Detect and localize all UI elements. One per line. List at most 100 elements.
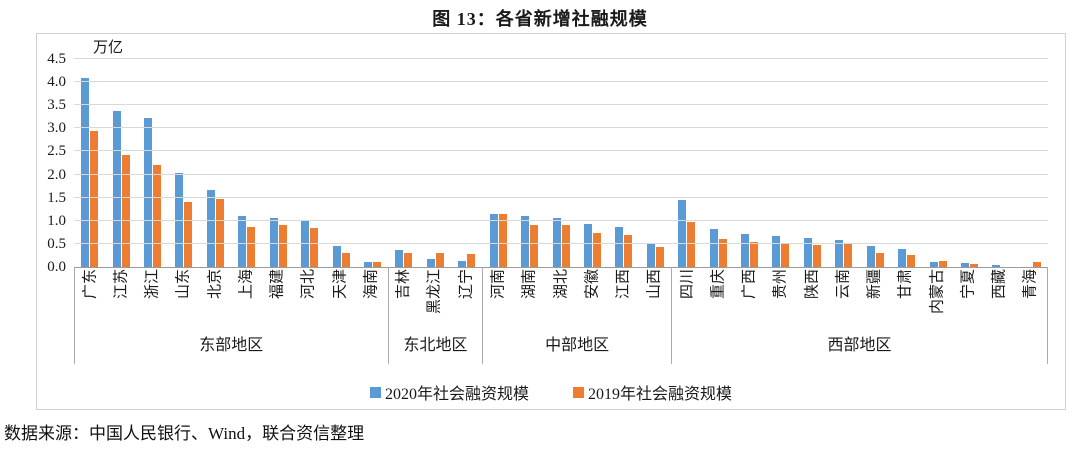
province-label-贵州: 贵州 <box>772 269 789 300</box>
bar <box>184 202 193 267</box>
category-bars-西藏 <box>985 59 1016 267</box>
bar <box>624 234 633 267</box>
y-tick-label: 0.5 <box>47 235 66 252</box>
province-label-甘肃: 甘肃 <box>897 269 914 300</box>
category-bars-河北 <box>294 59 325 267</box>
province-label-广东: 广东 <box>82 269 99 300</box>
category-bars-重庆 <box>702 59 733 267</box>
bar <box>373 261 381 267</box>
category-bars-山西 <box>640 59 671 267</box>
province-label-福建: 福建 <box>269 269 286 300</box>
y-axis-unit-label: 万亿 <box>93 40 124 56</box>
province-label-浙江: 浙江 <box>144 269 161 300</box>
bar <box>561 225 570 267</box>
province-label-北京: 北京 <box>207 269 224 300</box>
y-tick-label: 0.0 <box>47 259 66 275</box>
bar <box>426 258 435 267</box>
region-label: 东北地区 <box>403 337 468 354</box>
bar <box>803 237 812 267</box>
gridline <box>74 196 1048 198</box>
province-label-天津: 天津 <box>332 269 349 300</box>
category-bars-安徽 <box>577 59 608 267</box>
province-label-内蒙古: 内蒙古 <box>929 269 946 315</box>
province-label-四川: 四川 <box>679 269 696 300</box>
bar <box>781 243 790 267</box>
y-tick-label: 4.0 <box>47 74 66 91</box>
bar <box>961 262 970 267</box>
category-bars-海南 <box>357 59 388 267</box>
gridline <box>74 127 1048 129</box>
category-bars-湖北 <box>545 59 576 267</box>
bar <box>238 216 247 267</box>
bar <box>112 110 121 267</box>
category-axis: 广东 江苏 浙江 山东 北京 上海 福建 河北 天津 海南 东部地区 吉林 黑龙江 辽宁 东北地区 河南 湖南湖… <box>74 267 1048 364</box>
region-label: 西部地区 <box>827 337 892 354</box>
category-bars-内蒙古 <box>922 59 953 267</box>
category-bars-甘肃 <box>891 59 922 267</box>
bar <box>655 246 664 267</box>
bar <box>269 217 278 267</box>
bar <box>332 246 341 267</box>
bar <box>364 261 372 267</box>
chart-title: 图 13：各省新增社融规模 <box>432 9 648 29</box>
bar <box>875 253 884 267</box>
province-label-宁夏: 宁夏 <box>960 269 977 300</box>
category-bars-广西 <box>734 59 765 267</box>
bar <box>772 236 781 267</box>
bar <box>812 245 821 267</box>
category-bars-天津 <box>325 59 356 267</box>
gridline <box>74 242 1048 244</box>
province-label-广西: 广西 <box>741 269 758 300</box>
bar <box>970 263 979 267</box>
province-label-row: 四川 重庆 广西 贵州 陕西 云南 新疆 甘肃 内蒙古 宁夏 西藏 青海 <box>672 267 1047 331</box>
province-label-山西: 山西 <box>646 269 663 300</box>
y-tick-label: 2.5 <box>47 143 66 160</box>
bar <box>592 232 601 267</box>
bar <box>687 221 696 267</box>
category-bars-四川 <box>671 59 702 267</box>
bar <box>247 226 256 267</box>
bar <box>646 243 655 267</box>
bar <box>404 253 413 267</box>
bar <box>741 233 750 267</box>
bar <box>278 224 287 267</box>
gridline <box>74 219 1048 221</box>
bar <box>530 224 539 267</box>
province-label-新疆: 新疆 <box>866 269 883 300</box>
region-label: 中部地区 <box>545 337 610 354</box>
legend-item: 2019年社会融资规模 <box>573 380 732 404</box>
y-tick-label: 3.5 <box>47 97 66 114</box>
bar <box>206 189 215 267</box>
bar <box>1032 261 1041 267</box>
bar <box>81 78 90 267</box>
bar <box>552 218 561 267</box>
bar <box>121 154 130 267</box>
region-group: 四川 重庆 广西 贵州 陕西 云南 新疆 甘肃 内蒙古 宁夏 西藏 青海西部地区 <box>670 267 1048 364</box>
category-bars-贵州 <box>765 59 796 267</box>
bar <box>498 214 507 267</box>
province-label-海南: 海南 <box>363 269 380 300</box>
region-group: 河南 湖南 湖北 安徽 江西 山西 中部地区 <box>482 267 671 364</box>
province-label-江西: 江西 <box>615 269 632 300</box>
category-bars-浙江 <box>137 59 168 267</box>
region-group: 吉林 黑龙江 辽宁 东北地区 <box>387 267 483 364</box>
y-tick-label: 2.0 <box>47 166 66 183</box>
category-bars-江西 <box>608 59 639 267</box>
bar <box>435 252 444 267</box>
province-label-辽宁: 辽宁 <box>458 269 475 300</box>
category-bars-陕西 <box>797 59 828 267</box>
province-label-重庆: 重庆 <box>710 269 727 300</box>
province-label-陕西: 陕西 <box>804 269 821 300</box>
region-group: 广东 江苏 浙江 山东 北京 上海 福建 河北 天津 海南 东部地区 <box>74 267 388 364</box>
bar <box>898 248 907 267</box>
category-bars-湖南 <box>514 59 545 267</box>
category-bars-辽宁 <box>451 59 482 267</box>
bar <box>992 264 1001 267</box>
legend-label: 2019年社会融资规模 <box>588 386 733 403</box>
legend-swatch-icon <box>369 386 381 398</box>
bar <box>395 250 404 267</box>
legend: 2020年社会融资规模 2019年社会融资规模 <box>37 380 1065 404</box>
bar <box>709 229 718 267</box>
province-label-江苏: 江苏 <box>113 269 130 300</box>
bar <box>835 240 844 267</box>
